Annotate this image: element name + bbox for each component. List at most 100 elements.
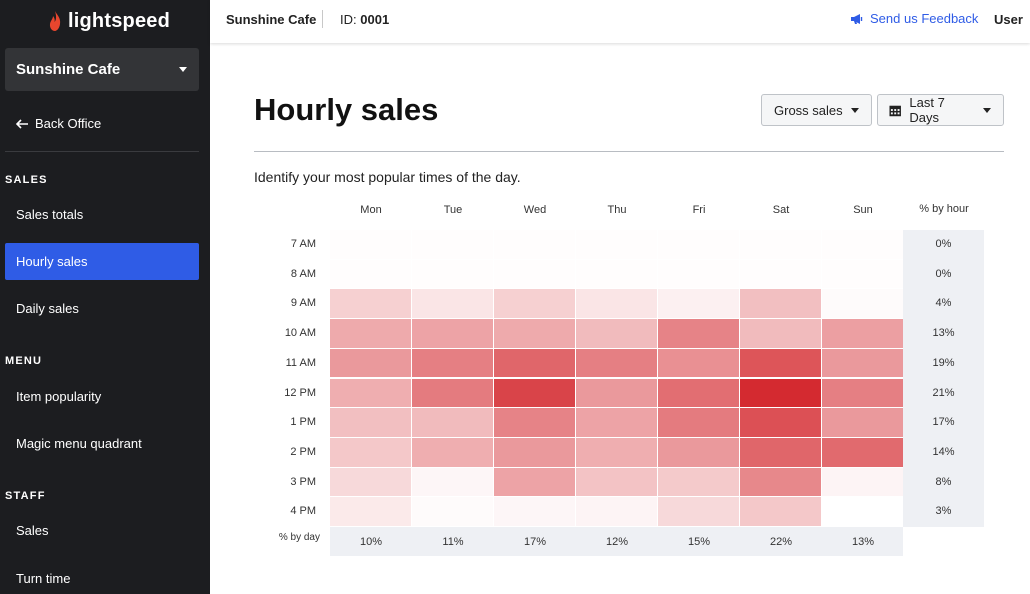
heat-cell-wed-10-am[interactable]	[494, 319, 575, 348]
heat-cell-wed-9-am[interactable]	[494, 289, 575, 319]
heat-cell-tue-11-am[interactable]	[412, 348, 493, 378]
heat-cell-sat-7-am[interactable]	[740, 230, 821, 259]
day-percent-wed: 17%	[523, 536, 547, 548]
heat-cell-wed-4-pm[interactable]	[494, 497, 575, 526]
date-range-dropdown[interactable]: Last 7 Days	[877, 94, 1004, 126]
heat-cell-sat-4-pm[interactable]	[740, 497, 821, 526]
heat-cell-sun-7-am[interactable]	[822, 230, 903, 259]
heat-cell-tue-4-pm[interactable]	[412, 497, 493, 526]
heat-cell-sun-3-pm[interactable]	[822, 467, 903, 497]
heat-cell-mon-9-am[interactable]	[330, 289, 411, 319]
sidebar-item-magic-menu-quadrant[interactable]: Magic menu quadrant	[16, 436, 142, 451]
heat-cell-thu-2-pm[interactable]	[576, 437, 657, 467]
feedback-link[interactable]: Send us Feedback	[850, 11, 978, 26]
heat-cell-sat-9-am[interactable]	[740, 289, 821, 319]
heat-cell-sun-9-am[interactable]	[822, 289, 903, 319]
heat-cell-thu-10-am[interactable]	[576, 319, 657, 348]
sidebar-item-turn-time[interactable]: Turn time	[16, 571, 71, 586]
heat-cell-sun-10-am[interactable]	[822, 319, 903, 348]
heat-cell-tue-9-am[interactable]	[412, 289, 493, 319]
day-percent-row	[330, 527, 903, 556]
hour-label-10-am: 10 AM	[284, 327, 316, 340]
arrow-left-icon	[16, 118, 28, 129]
metric-dropdown-label: Gross sales	[774, 102, 843, 118]
day-header-thu: Thu	[607, 204, 627, 216]
hour-label-4-pm: 4 PM	[290, 505, 316, 518]
sidebar-item-daily-sales[interactable]: Daily sales	[16, 301, 79, 316]
heat-cell-tue-10-am[interactable]	[412, 319, 493, 348]
hour-percent-10-am: 13%	[932, 327, 955, 340]
heat-cell-mon-8-am[interactable]	[330, 259, 411, 289]
heat-cell-thu-9-am[interactable]	[576, 289, 657, 319]
section-label-sales: SALES	[5, 174, 48, 186]
heat-cell-fri-3-pm[interactable]	[658, 467, 739, 497]
heat-cell-sun-11-am[interactable]	[822, 348, 903, 378]
heat-cell-sat-8-am[interactable]	[740, 259, 821, 289]
heat-cell-sun-2-pm[interactable]	[822, 437, 903, 467]
heat-cell-tue-7-am[interactable]	[412, 230, 493, 259]
heat-cell-thu-1-pm[interactable]	[576, 408, 657, 437]
heat-cell-tue-2-pm[interactable]	[412, 437, 493, 467]
day-percent-tue: 11%	[442, 536, 464, 548]
heat-cell-thu-8-am[interactable]	[576, 259, 657, 289]
heat-cell-fri-7-am[interactable]	[658, 230, 739, 259]
heat-cell-wed-7-am[interactable]	[494, 230, 575, 259]
heat-cell-fri-2-pm[interactable]	[658, 437, 739, 467]
heat-cell-tue-12-pm[interactable]	[412, 378, 493, 408]
heat-cell-sat-3-pm[interactable]	[740, 467, 821, 497]
heat-cell-sat-12-pm[interactable]	[740, 378, 821, 408]
heat-cell-mon-12-pm[interactable]	[330, 378, 411, 408]
heat-cell-wed-1-pm[interactable]	[494, 408, 575, 437]
heat-cell-thu-4-pm[interactable]	[576, 497, 657, 526]
heat-cell-sat-11-am[interactable]	[740, 348, 821, 378]
heat-cell-sat-1-pm[interactable]	[740, 408, 821, 437]
heat-cell-wed-2-pm[interactable]	[494, 437, 575, 467]
heat-cell-tue-8-am[interactable]	[412, 259, 493, 289]
heat-cell-thu-7-am[interactable]	[576, 230, 657, 259]
heat-cell-wed-8-am[interactable]	[494, 259, 575, 289]
store-selector[interactable]: Sunshine Cafe	[5, 48, 199, 91]
logo-wordmark: lightspeed	[68, 9, 171, 32]
sidebar-item-sales-totals[interactable]: Sales totals	[16, 207, 84, 222]
heat-cell-fri-8-am[interactable]	[658, 259, 739, 289]
heat-cell-sun-4-pm[interactable]	[822, 497, 903, 526]
heat-cell-tue-3-pm[interactable]	[412, 467, 493, 497]
heat-cell-mon-11-am[interactable]	[330, 348, 411, 378]
hour-percent-2-pm: 14%	[932, 445, 955, 458]
heat-cell-sat-10-am[interactable]	[740, 319, 821, 348]
top-bar: Sunshine Cafe ID: 0001 Send us Feedback …	[210, 0, 1030, 43]
user-menu[interactable]: User	[994, 12, 1023, 27]
heat-cell-fri-4-pm[interactable]	[658, 497, 739, 526]
heat-cell-wed-3-pm[interactable]	[494, 467, 575, 497]
lightspeed-logo[interactable]: lightspeed	[48, 8, 170, 34]
heat-cell-fri-9-am[interactable]	[658, 289, 739, 319]
heat-cell-mon-10-am[interactable]	[330, 319, 411, 348]
heat-cell-mon-7-am[interactable]	[330, 230, 411, 259]
heat-cell-thu-3-pm[interactable]	[576, 467, 657, 497]
heat-cell-fri-12-pm[interactable]	[658, 378, 739, 408]
sidebar-item-hourly-sales[interactable]: Hourly sales	[5, 243, 199, 280]
heat-cell-sat-2-pm[interactable]	[740, 437, 821, 467]
heat-cell-thu-12-pm[interactable]	[576, 378, 657, 408]
heat-cell-mon-3-pm[interactable]	[330, 467, 411, 497]
sidebar-item-staff-sales[interactable]: Sales	[16, 523, 49, 538]
back-office-link[interactable]: Back Office	[16, 116, 101, 131]
heat-cell-mon-2-pm[interactable]	[330, 437, 411, 467]
hour-percent-3-pm: 8%	[935, 475, 952, 488]
heat-cell-sun-8-am[interactable]	[822, 259, 903, 289]
heat-cell-mon-1-pm[interactable]	[330, 408, 411, 437]
heat-cell-mon-4-pm[interactable]	[330, 497, 411, 526]
heat-cell-wed-11-am[interactable]	[494, 348, 575, 378]
metric-dropdown[interactable]: Gross sales	[761, 94, 872, 126]
day-percent-mon: 10%	[359, 536, 383, 548]
heat-cell-fri-11-am[interactable]	[658, 348, 739, 378]
heat-cell-thu-11-am[interactable]	[576, 348, 657, 378]
heat-cell-tue-1-pm[interactable]	[412, 408, 493, 437]
heat-cell-fri-10-am[interactable]	[658, 319, 739, 348]
heat-cell-sun-1-pm[interactable]	[822, 408, 903, 437]
heat-cell-fri-1-pm[interactable]	[658, 408, 739, 437]
back-office-label: Back Office	[35, 116, 102, 131]
heat-cell-sun-12-pm[interactable]	[822, 378, 903, 408]
sidebar-item-item-popularity[interactable]: Item popularity	[16, 389, 102, 404]
heat-cell-wed-12-pm[interactable]	[494, 378, 575, 408]
